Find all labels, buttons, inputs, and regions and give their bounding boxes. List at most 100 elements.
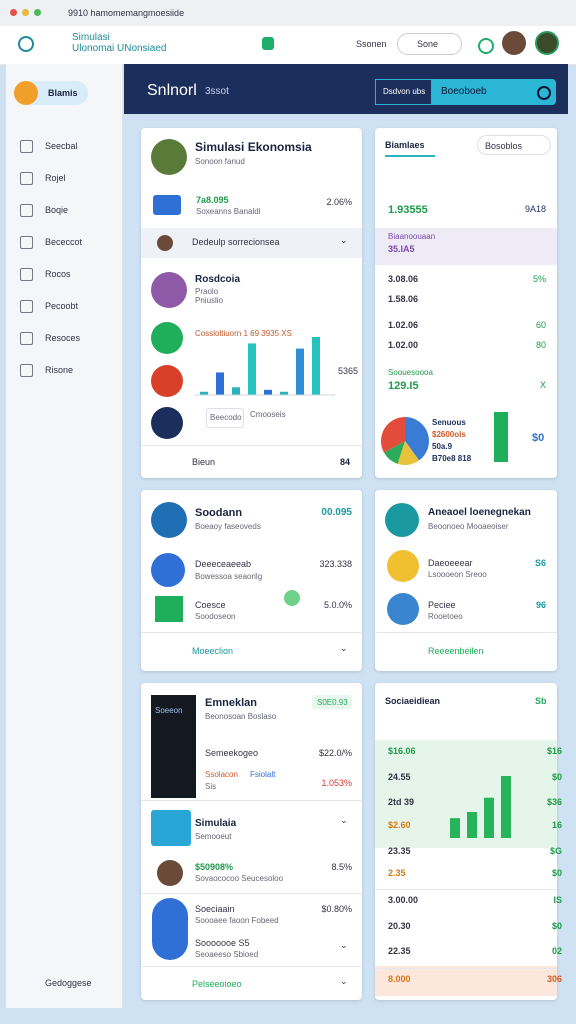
pie-label: B70e8 818 (432, 454, 472, 463)
avatar (535, 31, 559, 55)
footer-link[interactable]: Moeeclion (192, 646, 234, 656)
nav-item[interactable]: Rocos (45, 269, 71, 279)
icon (151, 810, 191, 846)
row-right: 9A18 (524, 204, 546, 214)
row-value: 3.00.00 (388, 895, 419, 905)
row-value: 22.35 (388, 946, 411, 956)
tag-note: Cmooseis (250, 410, 286, 419)
nav-item[interactable]: Seecbal (45, 141, 78, 151)
nav-item[interactable]: Risone (45, 365, 74, 375)
nav-item[interactable]: Bececcot (45, 237, 83, 247)
bar (264, 389, 272, 395)
row-right: 60 (535, 320, 546, 330)
avatar (157, 235, 173, 251)
card-value: 00.095 (321, 507, 352, 518)
icon (385, 503, 419, 537)
tag (206, 408, 244, 428)
select-label: Sone (417, 39, 439, 49)
icon (387, 550, 419, 582)
row-value: 3.08.06 (388, 274, 419, 284)
row-right: $16 (546, 746, 562, 756)
bar-chart (195, 337, 335, 396)
value: $50908% (195, 862, 234, 872)
chevron: ⌄ (340, 976, 348, 986)
row-value: 1.58.06 (388, 294, 419, 304)
footer-link[interactable]: Pelseeoioeo (192, 979, 242, 989)
card-subtitle: Beonosoan Boslaso (205, 712, 277, 721)
row-note: Soouesoooa (388, 368, 433, 377)
avatar (157, 860, 183, 886)
nav-item[interactable]: Boqie (45, 205, 69, 215)
dot (284, 590, 300, 606)
icon (151, 407, 183, 439)
label: Peciee (428, 600, 456, 610)
chart-title: Cossloltiuorn 1 69 3935 XS (195, 329, 292, 338)
chevron: ⌄ (340, 235, 348, 245)
badge (312, 695, 352, 709)
card-title: Aneaoel loenegnekan (428, 507, 531, 518)
label: Ssolacon (205, 770, 238, 779)
icon (14, 81, 38, 105)
row-value: 8.000 (388, 974, 411, 984)
image (151, 695, 196, 798)
pie-slice (381, 417, 405, 453)
image-label: Soeeon (155, 706, 183, 715)
card-title: Emneklan (205, 697, 257, 709)
dropdown[interactable] (141, 228, 362, 258)
pie-slice (405, 417, 429, 461)
divider (141, 893, 362, 894)
nav-item[interactable]: Resoces (45, 333, 81, 343)
pie-right: $0 (532, 432, 545, 444)
icon (151, 365, 183, 397)
search-box[interactable] (432, 79, 556, 105)
card-subtitle: Sonoon fanud (195, 157, 245, 166)
divider (375, 632, 557, 633)
search[interactable]: Ssonen (356, 39, 387, 49)
pie-label: 50a.9 (432, 442, 453, 451)
purple-band (375, 228, 557, 265)
row-value: 20.30 (388, 921, 411, 931)
value: $22.0/% (318, 748, 352, 758)
divider (141, 632, 362, 633)
note: Bowessoa seaorilg (195, 572, 263, 581)
row-right: X (539, 380, 546, 390)
banner-subtitle: 3ssot (205, 86, 229, 97)
tab[interactable] (375, 79, 432, 105)
pie-slice (397, 441, 420, 465)
icon (153, 195, 181, 215)
value: S6 (534, 558, 546, 568)
footer-link[interactable]: Reeeenbeilen (428, 646, 484, 656)
banner-title: Snlnorl (147, 82, 197, 99)
bar (501, 776, 511, 838)
card-title: Biamlaes (385, 140, 425, 150)
sidebar (6, 64, 123, 1008)
nav-icon (20, 364, 33, 377)
row-value: 1.02.00 (388, 340, 419, 350)
label: Fsiolalt (250, 770, 276, 779)
note: Sooooooe S5 (195, 938, 250, 948)
label: Coesce (195, 600, 226, 610)
icon (478, 38, 494, 54)
row-value: 2td 39 (388, 797, 415, 807)
dropdown-label: Dedeulp sorrecionsea (192, 237, 280, 247)
label: Soxeanns Banaldi (196, 207, 261, 216)
note: Seoaeeso Sbioed (195, 950, 259, 959)
value: 7a8.095 (196, 195, 229, 205)
nav-item[interactable]: Rojel (45, 173, 66, 183)
value: 8.5% (331, 862, 352, 872)
nav-item[interactable]: Pecoobt (45, 301, 79, 311)
row-value: 23.35 (388, 846, 411, 856)
nav-icon (20, 172, 33, 185)
note: Soodoseon (195, 612, 236, 621)
url: 9910 hamomemangmoesiide (68, 8, 185, 18)
select[interactable] (397, 33, 462, 55)
badge: Sb (535, 696, 547, 706)
select[interactable] (477, 135, 551, 155)
chevron: ⌄ (340, 643, 348, 653)
bar (232, 387, 240, 395)
nav-icon (20, 268, 33, 281)
divider (141, 800, 362, 801)
icon (387, 593, 419, 625)
section-subtitle: Semooeut (195, 832, 232, 841)
